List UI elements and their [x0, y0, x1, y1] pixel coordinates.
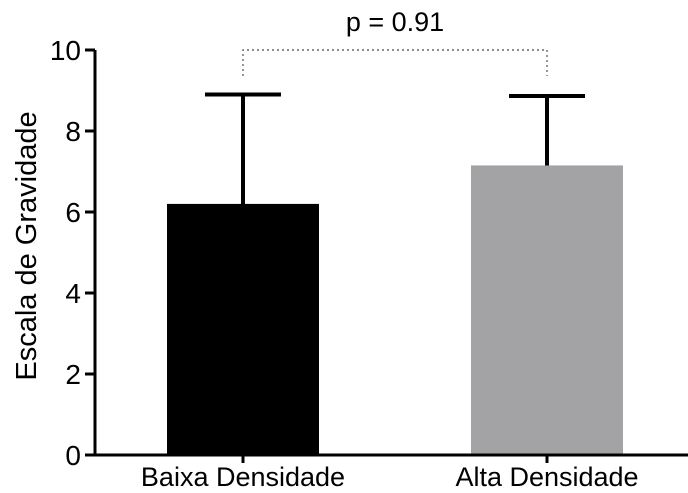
bar-baixa-densidade	[167, 203, 319, 455]
y-axis-label: Escala de Gravidade	[11, 111, 43, 380]
ticks-layer: 0 2 4 6 8 10	[50, 35, 549, 471]
annotation-layer: p = 0.91	[242, 7, 548, 76]
error-bars-layer	[205, 92, 585, 204]
y-tick-label-8: 8	[65, 116, 81, 147]
significance-bracket	[242, 49, 548, 76]
x-category-label-baixa-densidade: Baixa Densidade	[141, 462, 345, 492]
bar-alta-densidade	[471, 165, 623, 456]
y-tick-label-0: 0	[65, 440, 81, 471]
y-tick-label-4: 4	[65, 278, 81, 309]
bars-layer	[167, 165, 623, 456]
y-tick-label-6: 6	[65, 197, 81, 228]
p-value-label: p = 0.91	[346, 7, 444, 37]
y-tick-label-10: 10	[50, 35, 81, 66]
labels-layer: Baixa Densidade Alta Densidade	[141, 462, 639, 492]
axes-layer	[93, 50, 688, 457]
y-tick-label-2: 2	[65, 359, 81, 390]
x-category-label-alta-densidade: Alta Densidade	[455, 462, 638, 492]
